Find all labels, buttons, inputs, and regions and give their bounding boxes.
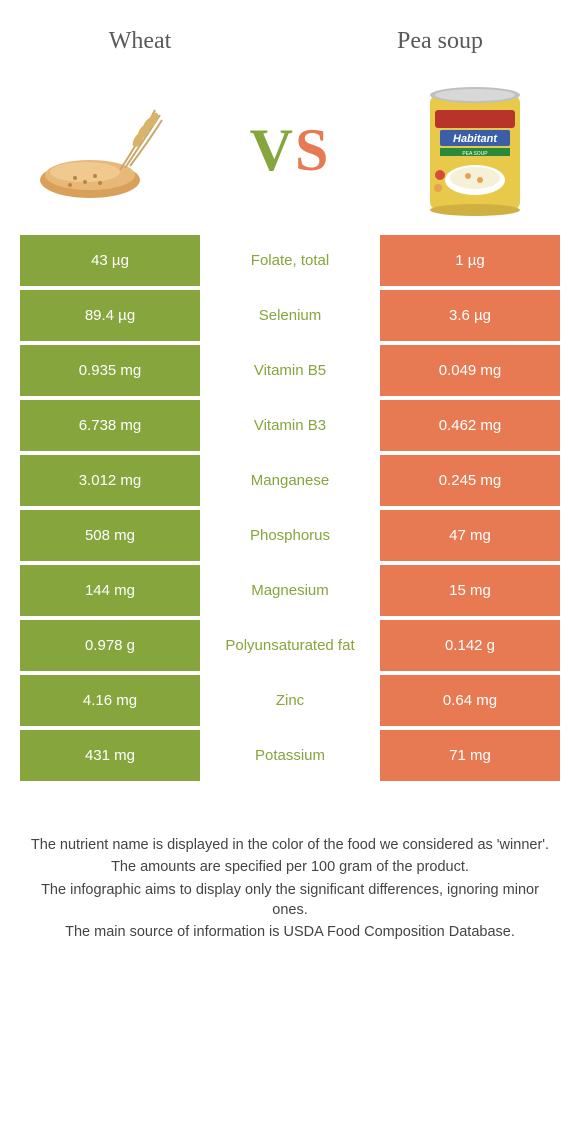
vs-s: S bbox=[295, 117, 330, 183]
can-icon: Habitant PEA SOUP bbox=[410, 80, 540, 220]
cell-nutrient-name: Vitamin B5 bbox=[200, 345, 380, 396]
table-row: 508 mgPhosphorus47 mg bbox=[20, 510, 560, 561]
table-row: 43 µgFolate, total1 µg bbox=[20, 235, 560, 286]
table-row: 144 mgMagnesium15 mg bbox=[20, 565, 560, 616]
cell-left-value: 0.935 mg bbox=[20, 345, 200, 396]
cell-left-value: 43 µg bbox=[20, 235, 200, 286]
wheat-image bbox=[30, 85, 180, 215]
footer-line: The amounts are specified per 100 gram o… bbox=[30, 857, 550, 877]
cell-right-value: 1 µg bbox=[380, 235, 560, 286]
footer-line: The nutrient name is displayed in the co… bbox=[30, 835, 550, 855]
table-row: 431 mgPotassium71 mg bbox=[20, 730, 560, 781]
header: Wheat Pea soup bbox=[0, 0, 580, 55]
cell-left-value: 3.012 mg bbox=[20, 455, 200, 506]
cell-left-value: 6.738 mg bbox=[20, 400, 200, 451]
vs-v: V bbox=[250, 117, 295, 183]
cell-nutrient-name: Vitamin B3 bbox=[200, 400, 380, 451]
table-row: 4.16 mgZinc0.64 mg bbox=[20, 675, 560, 726]
vs-label: VS bbox=[250, 116, 331, 185]
cell-nutrient-name: Zinc bbox=[200, 675, 380, 726]
nutrient-table: 43 µgFolate, total1 µg89.4 µgSelenium3.6… bbox=[0, 235, 580, 781]
food-title-left: Wheat bbox=[50, 28, 230, 55]
cell-right-value: 71 mg bbox=[380, 730, 560, 781]
cell-nutrient-name: Polyunsaturated fat bbox=[200, 620, 380, 671]
cell-left-value: 4.16 mg bbox=[20, 675, 200, 726]
food-title-right: Pea soup bbox=[350, 28, 530, 55]
cell-nutrient-name: Manganese bbox=[200, 455, 380, 506]
cell-right-value: 15 mg bbox=[380, 565, 560, 616]
cell-right-value: 0.245 mg bbox=[380, 455, 560, 506]
table-row: 0.978 gPolyunsaturated fat0.142 g bbox=[20, 620, 560, 671]
cell-right-value: 47 mg bbox=[380, 510, 560, 561]
table-row: 0.935 mgVitamin B50.049 mg bbox=[20, 345, 560, 396]
cell-nutrient-name: Potassium bbox=[200, 730, 380, 781]
table-row: 3.012 mgManganese0.245 mg bbox=[20, 455, 560, 506]
cell-right-value: 0.142 g bbox=[380, 620, 560, 671]
cell-left-value: 431 mg bbox=[20, 730, 200, 781]
svg-text:PEA SOUP: PEA SOUP bbox=[462, 151, 488, 157]
table-row: 89.4 µgSelenium3.6 µg bbox=[20, 290, 560, 341]
footer-notes: The nutrient name is displayed in the co… bbox=[0, 785, 580, 942]
wheat-icon bbox=[30, 90, 180, 210]
table-row: 6.738 mgVitamin B30.462 mg bbox=[20, 400, 560, 451]
cell-right-value: 3.6 µg bbox=[380, 290, 560, 341]
cell-left-value: 508 mg bbox=[20, 510, 200, 561]
footer-line: The infographic aims to display only the… bbox=[30, 880, 550, 921]
cell-nutrient-name: Phosphorus bbox=[200, 510, 380, 561]
cell-right-value: 0.462 mg bbox=[380, 400, 560, 451]
cell-left-value: 0.978 g bbox=[20, 620, 200, 671]
images-row: VS Habitant PEA SOUP bbox=[0, 55, 580, 235]
cell-nutrient-name: Selenium bbox=[200, 290, 380, 341]
cell-left-value: 89.4 µg bbox=[20, 290, 200, 341]
cell-right-value: 0.049 mg bbox=[380, 345, 560, 396]
cell-nutrient-name: Magnesium bbox=[200, 565, 380, 616]
peasoup-image: Habitant PEA SOUP bbox=[400, 85, 550, 215]
cell-left-value: 144 mg bbox=[20, 565, 200, 616]
svg-text:Habitant: Habitant bbox=[453, 133, 498, 145]
cell-right-value: 0.64 mg bbox=[380, 675, 560, 726]
footer-line: The main source of information is USDA F… bbox=[30, 922, 550, 942]
cell-nutrient-name: Folate, total bbox=[200, 235, 380, 286]
